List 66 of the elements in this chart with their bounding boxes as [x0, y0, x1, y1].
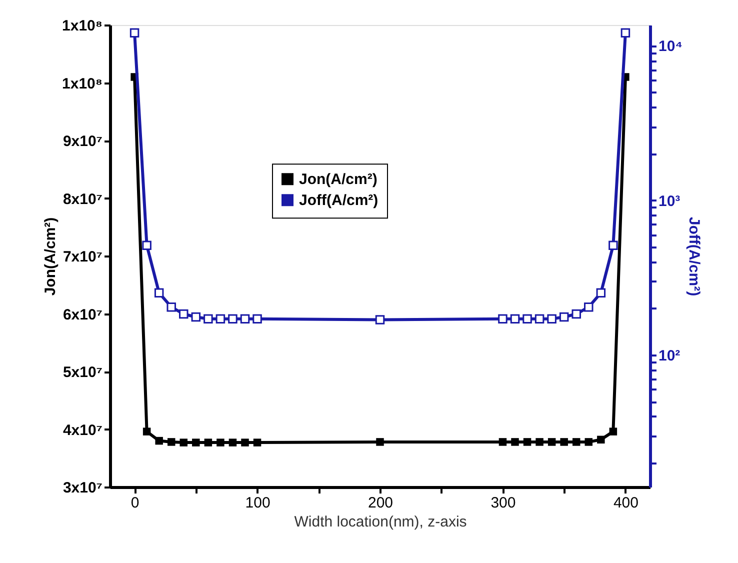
point	[154, 288, 164, 298]
point	[204, 438, 212, 446]
point	[142, 428, 151, 436]
x-tick-label: 200	[368, 494, 394, 512]
point	[228, 438, 237, 446]
point	[548, 438, 556, 446]
point	[167, 438, 176, 446]
point	[252, 314, 262, 324]
point	[130, 28, 140, 38]
point	[547, 314, 556, 324]
point	[216, 438, 224, 446]
point	[608, 240, 618, 250]
point	[376, 438, 384, 446]
point	[228, 314, 238, 324]
point	[572, 438, 580, 446]
x-tick-label: 300	[490, 494, 516, 512]
y2-tick-label: 10³	[658, 192, 680, 210]
point	[498, 314, 508, 324]
y-tick-label: 6x10⁷	[62, 306, 102, 324]
point	[191, 312, 201, 322]
point	[523, 438, 532, 446]
point	[572, 309, 581, 319]
point	[240, 314, 250, 324]
point	[180, 438, 188, 446]
point	[584, 438, 593, 446]
point	[155, 436, 163, 445]
point	[253, 438, 262, 446]
y-tick-label: 4x10⁷	[62, 422, 102, 439]
x-axis-title: Width location(nm), z-axis	[294, 514, 467, 530]
x-tick-label: 0	[130, 494, 140, 512]
y-tick-label: 9x10⁷	[62, 133, 102, 150]
y2-tick-label: 10²	[658, 347, 680, 364]
point	[559, 312, 569, 322]
point	[609, 428, 618, 436]
point	[142, 240, 152, 250]
y-tick-label: 3x10⁷	[62, 480, 102, 496]
y-tick-label: 1x10⁸	[62, 75, 102, 92]
point	[597, 436, 605, 444]
legend-label: Jon(A/cm²)	[299, 171, 378, 188]
x-tick-label: 400	[613, 494, 638, 512]
point	[536, 438, 544, 446]
point	[584, 302, 594, 312]
point	[375, 315, 385, 324]
point	[498, 438, 507, 446]
point	[192, 438, 200, 446]
y-tick-label: 8x10⁷	[62, 190, 102, 208]
point	[511, 438, 519, 446]
point	[596, 288, 606, 298]
x-tick-label: 100	[245, 494, 270, 512]
y-tick-label: 5x10⁷	[62, 364, 102, 381]
point	[620, 28, 630, 38]
y2-tick-label: 10⁴	[658, 38, 683, 56]
y2-axis-title: Joff(A/cm²)	[686, 216, 703, 296]
point	[522, 314, 532, 324]
y-axis-title: Jon(A/cm²)	[42, 217, 60, 296]
point	[204, 314, 213, 324]
point	[166, 302, 176, 312]
point	[179, 309, 188, 319]
point	[216, 314, 226, 324]
point	[534, 314, 544, 324]
point	[241, 438, 249, 446]
point	[510, 314, 520, 324]
y-tick-label: 7x10⁷	[62, 248, 102, 266]
y-tick-label: 1x10⁸	[62, 18, 102, 34]
legend-label: Joff(A/cm²)	[299, 192, 378, 210]
point	[560, 438, 568, 446]
